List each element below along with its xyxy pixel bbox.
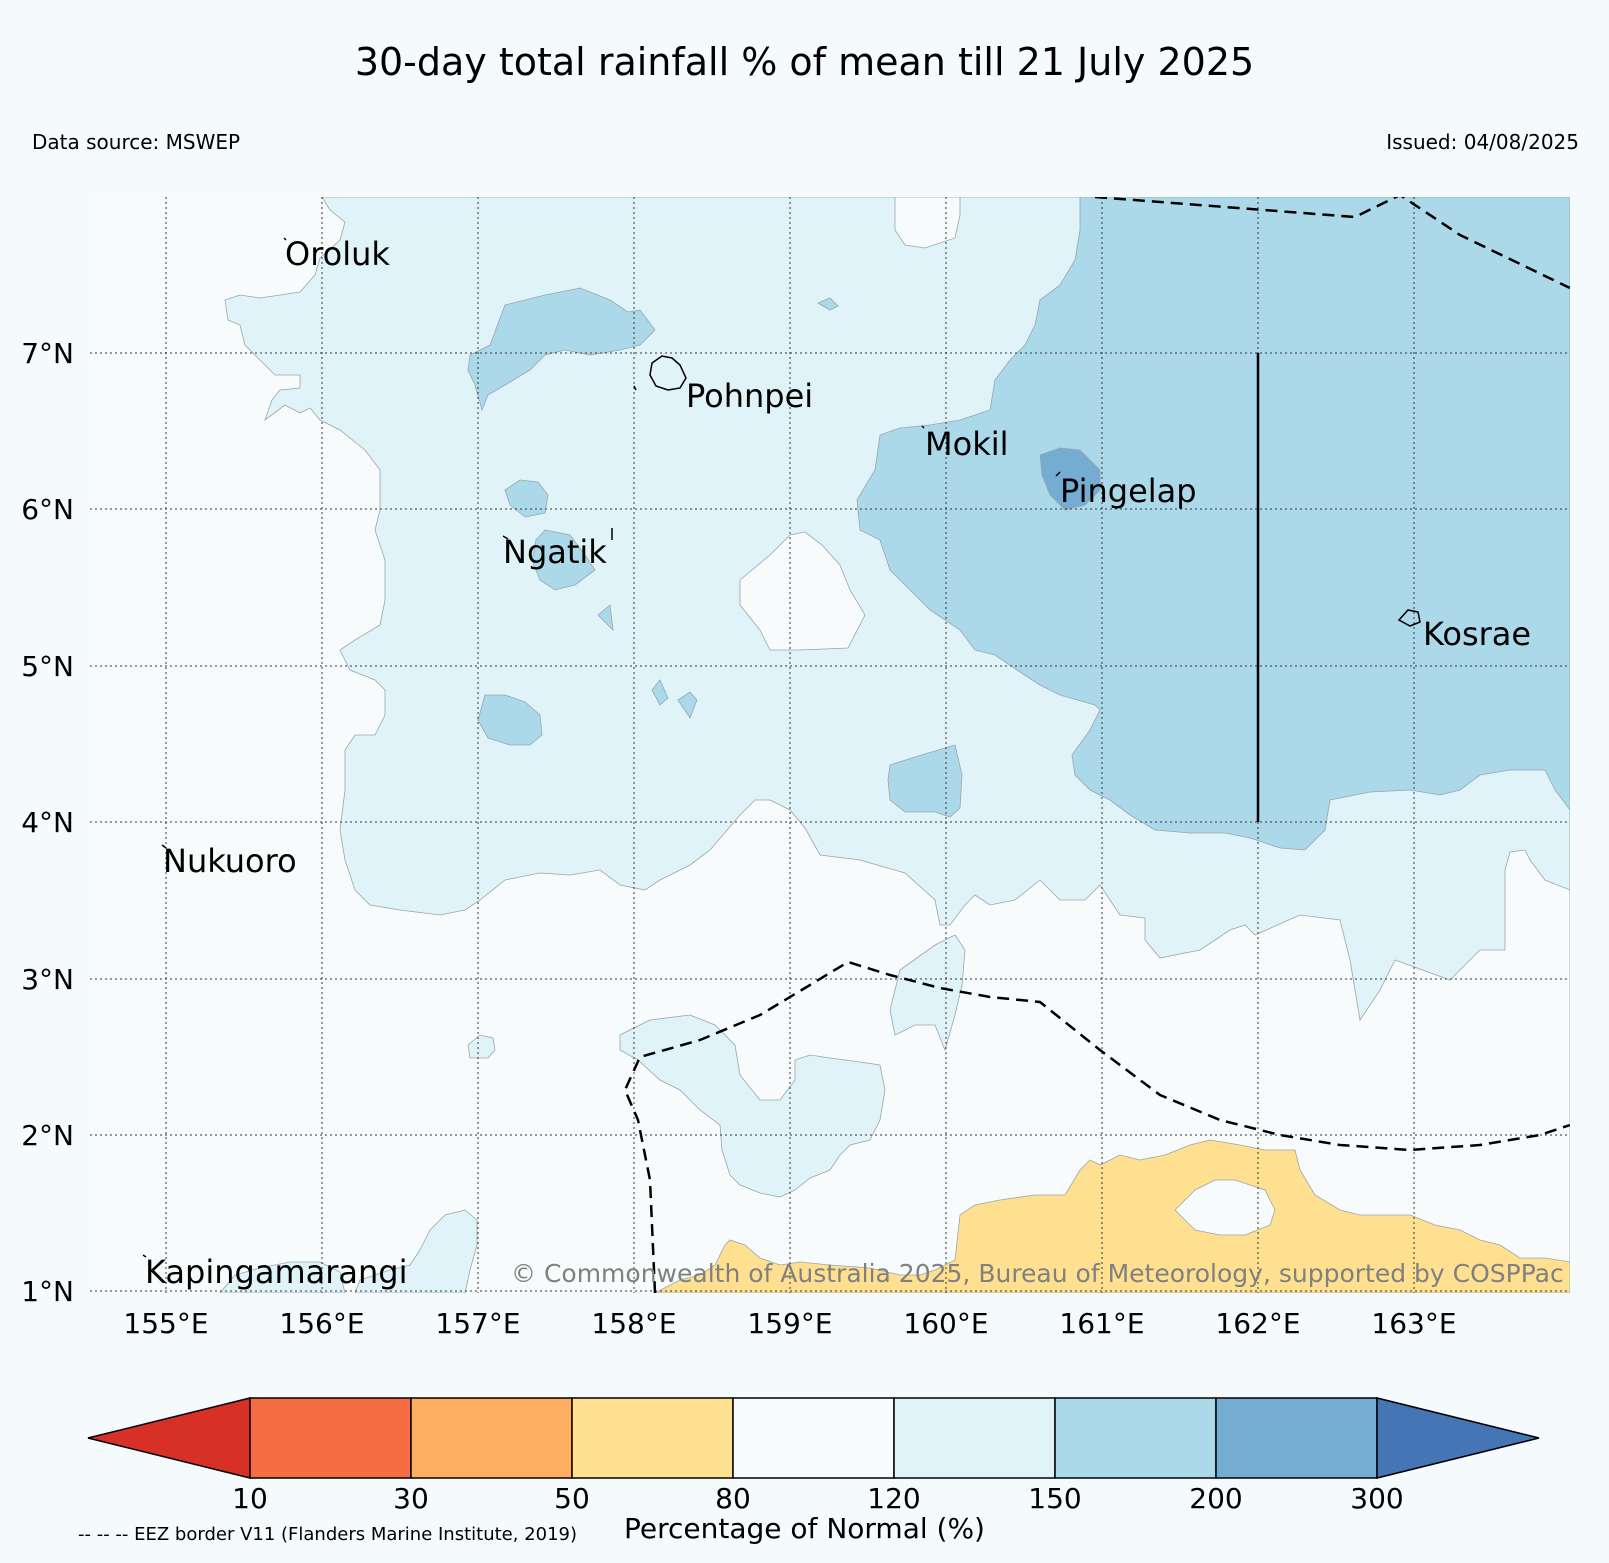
svg-text:80: 80 (715, 1482, 751, 1515)
colorbar (87, 1397, 1540, 1479)
svg-text:50: 50 (554, 1482, 590, 1515)
map-frame (90, 197, 1570, 1293)
region-80-120-yellow-hole (1174, 1179, 1276, 1236)
region-80-120-central-gap (739, 531, 866, 651)
region-150-200-patch-d (817, 297, 839, 311)
colorbar-segment (1054, 1397, 1217, 1479)
pohnpei-island-shape (649, 355, 687, 391)
svg-text:5°N: 5°N (21, 650, 74, 683)
region-150-200-patch-b (651, 679, 669, 706)
colorbar-segment (893, 1397, 1056, 1479)
region-150-200-central (887, 744, 963, 818)
region-80-120-north-gap (894, 197, 961, 249)
place-label-ngatik: Ngatik (503, 533, 607, 571)
svg-text:2°N: 2°N (21, 1119, 74, 1152)
region-120-150-kapinga-west (219, 1261, 346, 1293)
region-120-150-south-east-patch (889, 934, 966, 1052)
svg-text:3°N: 3°N (21, 963, 74, 996)
place-label-nukuoro: Nukuoro (163, 842, 297, 880)
issued-date-label: Issued: 04/08/2025 (1386, 130, 1579, 154)
svg-text:161°E: 161°E (1059, 1307, 1144, 1340)
region-150-200-ngatik (531, 529, 596, 591)
svg-text:10: 10 (232, 1482, 268, 1515)
eez-border-lines (623, 197, 1570, 1293)
longitude-labels: 155°E 156°E 157°E 158°E 159°E 160°E 161°… (123, 1307, 1456, 1340)
colorbar-segment (571, 1397, 734, 1479)
svg-text:7°N: 7°N (21, 337, 74, 370)
svg-text:1°N: 1°N (21, 1275, 74, 1308)
region-120-150-main (224, 197, 1570, 1293)
region-150-200-pohnpei-west (467, 287, 656, 412)
svg-text:162°E: 162°E (1215, 1307, 1300, 1340)
svg-text:155°E: 155°E (123, 1307, 208, 1340)
svg-text:160°E: 160°E (903, 1307, 988, 1340)
region-120-150-kapinga (354, 1209, 478, 1293)
place-label-pohnpei: Pohnpei (686, 377, 813, 415)
colorbar-title: Percentage of Normal (%) (624, 1512, 985, 1545)
svg-text:163°E: 163°E (1371, 1307, 1456, 1340)
latitude-labels: 7°N 6°N 5°N 4°N 3°N 2°N 1°N (21, 337, 74, 1308)
region-50-80-south (654, 1139, 1570, 1293)
svg-text:157°E: 157°E (435, 1307, 520, 1340)
colorbar-segment (249, 1397, 412, 1479)
kosrae-island-shape (1397, 609, 1421, 627)
place-label-kosrae: Kosrae (1423, 615, 1531, 653)
place-label-mokil: Mokil (925, 425, 1009, 463)
place-label-pingelap: Pingelap (1060, 472, 1197, 510)
map-background (90, 197, 1570, 1293)
graticule (90, 197, 1570, 1293)
region-200-300-pingelap (1039, 447, 1101, 511)
colorbar-ticks: 10 30 50 80 120 150 200 300 (232, 1482, 1404, 1515)
copyright-notice: © Commonwealth of Australia 2025, Bureau… (511, 1259, 1564, 1288)
islands (142, 237, 1421, 1258)
place-label-oroluk: Oroluk (285, 235, 390, 273)
chart-title: 30-day total rainfall % of mean till 21 … (354, 40, 1255, 84)
svg-text:156°E: 156°E (279, 1307, 364, 1340)
colorbar-over-triangle (1376, 1397, 1540, 1479)
svg-text:4°N: 4°N (21, 806, 74, 839)
region-150-200-ngatik-north (504, 479, 549, 518)
region-120-150-south-center (619, 1014, 886, 1198)
colorbar-segment (1215, 1397, 1378, 1479)
eez-legend-note: -- -- -- EEZ border V11 (Flanders Marine… (78, 1524, 578, 1545)
svg-text:120: 120 (867, 1482, 920, 1515)
colorbar-segment (410, 1397, 573, 1479)
svg-text:30: 30 (393, 1482, 429, 1515)
place-label-kapingamarangi: Kapingamarangi (145, 1253, 407, 1291)
svg-text:300: 300 (1350, 1482, 1403, 1515)
svg-text:158°E: 158°E (591, 1307, 676, 1340)
region-150-200-south-ngatik (477, 694, 543, 746)
data-source-label: Data source: MSWEP (32, 130, 241, 154)
svg-text:150: 150 (1028, 1482, 1081, 1515)
region-150-200-east (856, 197, 1570, 851)
svg-text:6°N: 6°N (21, 493, 74, 526)
region-120-150-small-south (467, 1034, 496, 1059)
place-labels: Oroluk Pohnpei Mokil Pingelap Ngatik Kos… (145, 235, 1531, 1291)
region-150-200-patch-c (677, 691, 698, 719)
colorbar-segment (732, 1397, 895, 1479)
colorbar-under-triangle (87, 1397, 251, 1479)
svg-text:200: 200 (1189, 1482, 1242, 1515)
region-150-200-patch-a (597, 604, 614, 632)
svg-text:159°E: 159°E (747, 1307, 832, 1340)
